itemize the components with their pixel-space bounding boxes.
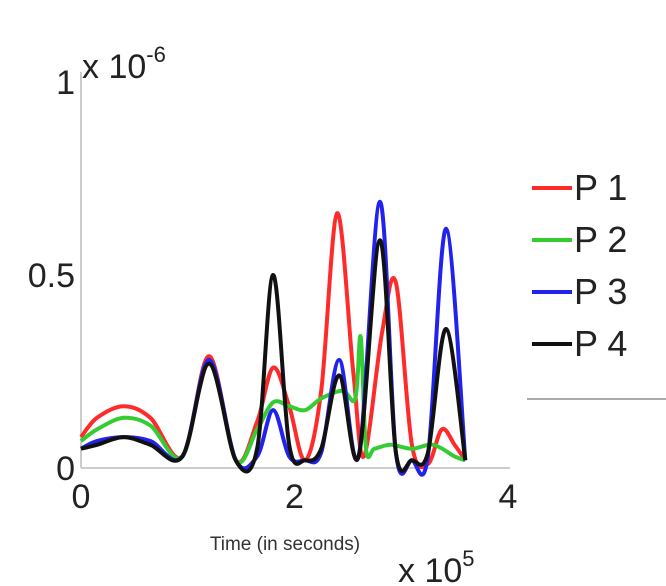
x-multiplier: x 105 — [398, 546, 475, 586]
x-tick-labels: 0 2 4 — [72, 478, 518, 516]
y-tick-label: 1 — [56, 64, 75, 102]
series-line-4 — [80, 238, 468, 474]
y-tick-label: 0 — [56, 450, 75, 488]
y-tick-labels: 00.51 — [28, 64, 75, 488]
series-line-1 — [79, 211, 467, 470]
legend-label-2: P 2 — [574, 219, 627, 260]
legend-label-1: P 1 — [574, 167, 627, 208]
x-tick-label: 2 — [285, 478, 304, 516]
x-tick-label: 4 — [499, 478, 518, 516]
y-tick-label: 0.5 — [28, 257, 75, 295]
series-line-3 — [80, 199, 468, 477]
y-multiplier: x 10-6 — [82, 42, 166, 86]
axes — [80, 72, 510, 469]
legend-label-3: P 3 — [574, 271, 627, 312]
legend: P 1 P 2 P 3 P 4 — [532, 167, 627, 364]
x-tick-label: 0 — [72, 478, 91, 516]
x-axis-label: Time (in seconds) — [210, 534, 360, 555]
legend-label-4: P 4 — [574, 323, 627, 364]
series-lines — [79, 199, 468, 477]
